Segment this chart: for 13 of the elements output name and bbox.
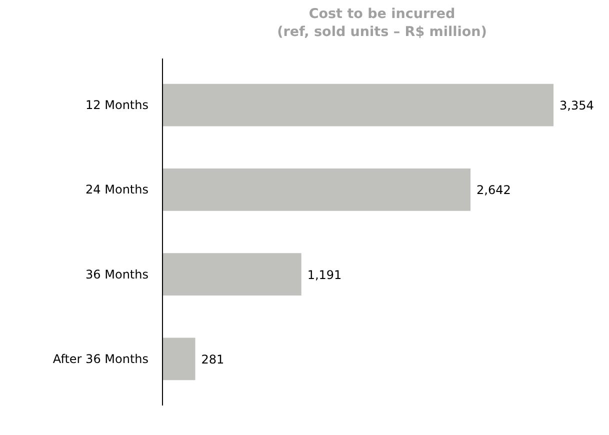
y-tick-label: 36 Months bbox=[86, 267, 149, 282]
y-tick-label: 24 Months bbox=[86, 182, 149, 197]
data-label: 281 bbox=[201, 352, 224, 366]
bar bbox=[162, 168, 470, 211]
data-label: 2,642 bbox=[476, 183, 511, 198]
bar bbox=[162, 84, 554, 126]
y-tick-label: After 36 Months bbox=[52, 352, 148, 366]
bar bbox=[162, 253, 302, 296]
bar bbox=[162, 338, 196, 380]
data-label: 3,354 bbox=[560, 98, 594, 113]
y-tick-label: 12 Months bbox=[86, 98, 149, 112]
data-label: 1,191 bbox=[307, 268, 342, 282]
chart-title: Cost to be incurred (ref, sold units – R$ million) bbox=[277, 6, 487, 42]
